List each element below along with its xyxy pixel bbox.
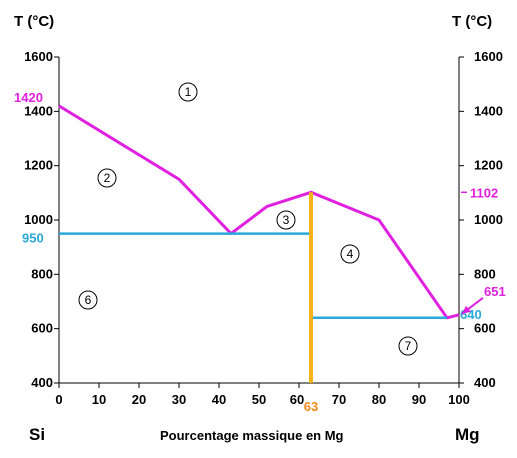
region-circle bbox=[340, 244, 360, 264]
x-tick-label: 80 bbox=[372, 392, 386, 407]
y-tick-label-left: 800 bbox=[31, 266, 53, 281]
region-label: 6 bbox=[85, 293, 92, 307]
y-tick-label-left: 600 bbox=[31, 321, 53, 336]
region-circle bbox=[398, 336, 418, 356]
x-tick-label: 50 bbox=[252, 392, 266, 407]
y-tick-label-right: 400 bbox=[474, 375, 496, 390]
annotation-label: 1102 bbox=[470, 185, 498, 200]
region-label: 2 bbox=[104, 171, 111, 185]
x-tick-label: 20 bbox=[132, 392, 146, 407]
y-tick-label-right: 1400 bbox=[474, 103, 503, 118]
region-label: 7 bbox=[405, 339, 412, 353]
x-tick-label: 40 bbox=[212, 392, 226, 407]
series-line-1 bbox=[58, 104, 460, 320]
y-axis-title-right: T (°C) bbox=[452, 13, 492, 30]
region-circle bbox=[78, 290, 98, 310]
y-tick-label-right: 1200 bbox=[474, 158, 503, 173]
annotation-label: 1420 bbox=[14, 90, 43, 105]
y-tick-label-left: 1000 bbox=[24, 212, 53, 227]
y-tick-label-right: 1000 bbox=[474, 212, 503, 227]
x-axis-label: Pourcentage massique en Mg bbox=[160, 428, 344, 443]
series-lines bbox=[58, 104, 460, 383]
left-element-label: Si bbox=[29, 425, 45, 444]
y-tick-label-left: 1600 bbox=[24, 49, 53, 64]
x-tick-label: 60 bbox=[290, 392, 304, 407]
region-circle bbox=[97, 168, 117, 188]
annotation-label: 651 bbox=[484, 284, 506, 299]
region-circle bbox=[276, 210, 296, 230]
region-label: 3 bbox=[283, 213, 290, 227]
region-circle bbox=[178, 82, 198, 102]
right-element-label: Mg bbox=[455, 425, 480, 444]
annotation-label: 640 bbox=[460, 307, 482, 322]
x-tick-label: 30 bbox=[172, 392, 186, 407]
region-label: 1 bbox=[185, 85, 192, 99]
x-tick-label: 10 bbox=[92, 392, 106, 407]
y-tick-label-right: 1600 bbox=[474, 49, 503, 64]
region-label: 4 bbox=[347, 247, 354, 261]
x-tick-label: 0 bbox=[55, 392, 62, 407]
y-tick-label-right: 800 bbox=[474, 266, 496, 281]
x-tick-label: 70 bbox=[332, 392, 346, 407]
region-labels: 1 2 3 4 6 7 bbox=[78, 82, 418, 356]
annotation-label: 950 bbox=[22, 231, 44, 246]
y-tick-label-left: 400 bbox=[31, 375, 53, 390]
x-tick-label: 90 bbox=[412, 392, 426, 407]
x-tick-label: 100 bbox=[448, 392, 470, 407]
arrow-651-head bbox=[462, 305, 471, 314]
y-tick-label-right: 600 bbox=[474, 321, 496, 336]
y-tick-label-left: 1400 bbox=[24, 103, 53, 118]
y-tick-label-left: 1200 bbox=[24, 158, 53, 173]
annotation-label: 63 bbox=[304, 399, 318, 414]
y-axis-title-left: T (°C) bbox=[14, 13, 54, 30]
